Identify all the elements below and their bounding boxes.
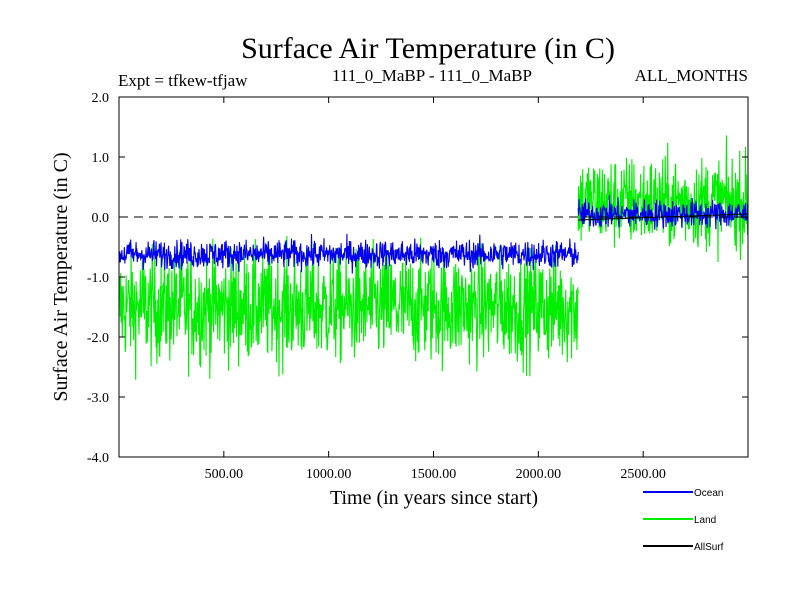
y-tick-label: 2.0: [92, 91, 110, 106]
legend-ocean-label: Ocean: [694, 488, 723, 499]
subtitle-center: 111_0_MaBP - 111_0_MaBP: [332, 66, 532, 85]
y-tick-label: -4.0: [87, 451, 109, 466]
x-tick-label: 2500.00: [620, 467, 666, 482]
legend: Ocean Land AllSurf: [643, 488, 724, 553]
y-tick-label: 1.0: [92, 151, 110, 166]
subtitle-right: ALL_MONTHS: [635, 66, 748, 85]
x-tick-label: 1000.00: [306, 467, 352, 482]
x-tick-label: 500.00: [205, 467, 244, 482]
y-axis-label: Surface Air Temperature (in C): [50, 152, 72, 401]
x-axis-label: Time (in years since start): [330, 487, 538, 509]
series-ocean-line-2: [577, 195, 749, 230]
x-tick-label: 2000.00: [516, 467, 562, 482]
y-tick-label: -1.0: [87, 271, 109, 286]
series-land-line-2: [577, 135, 749, 263]
y-tick-label: -3.0: [87, 391, 109, 406]
axes: [118, 96, 749, 458]
legend-land-label: Land: [694, 515, 716, 526]
legend-allsurf-label: AllSurf: [694, 542, 724, 553]
subtitle-left: Expt = tfkew-tfjaw: [118, 71, 248, 90]
tick-labels: 500.00 1000.00 1500.00 2000.00 2500.00 2.0 1.0…: [87, 91, 666, 482]
plot-data: [118, 135, 749, 380]
chart-title: Surface Air Temperature (in C): [241, 32, 615, 65]
series-ocean-line-1: [118, 233, 579, 274]
x-tick-label: 1500.00: [411, 467, 457, 482]
series-land-line-1: [118, 235, 579, 380]
y-tick-label: -2.0: [87, 331, 109, 346]
y-tick-label: 0.0: [92, 211, 110, 226]
